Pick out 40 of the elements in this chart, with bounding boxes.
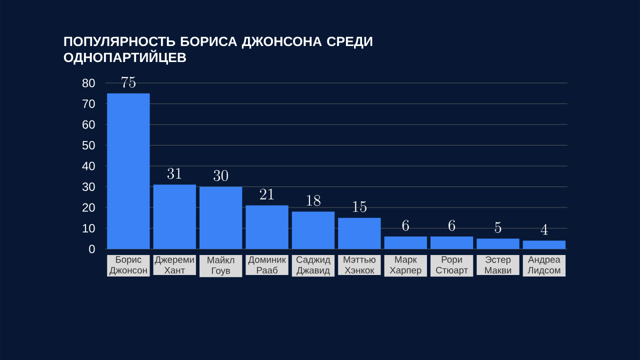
data-label: 31	[167, 168, 182, 179]
bar	[522, 240, 566, 249]
bar	[384, 236, 427, 249]
bar	[338, 218, 381, 249]
data-label: 6	[448, 220, 456, 231]
x-tick-label: Саджид Джавид	[296, 256, 330, 276]
data-label: 6	[402, 220, 409, 231]
bar	[246, 205, 288, 249]
data-label: 75	[121, 76, 136, 88]
x-tick-label: Майкл Гоув	[208, 256, 234, 276]
data-label: 15	[353, 201, 366, 212]
y-tick-label: 20	[82, 203, 95, 212]
x-tick-label: Мэттью Хэнкок	[344, 256, 376, 274]
bar	[200, 186, 242, 249]
bar	[476, 238, 520, 249]
data-label: 21	[260, 188, 274, 200]
bar	[153, 184, 196, 249]
y-tick-label: 70	[82, 99, 95, 108]
y-tick-label: 30	[82, 182, 95, 191]
data-label: 30	[214, 170, 228, 182]
x-tick-label: Борис Джонсон	[109, 256, 147, 276]
chart-title: ПОПУЛЯРНОСТЬ БОРИСА ДЖОНСОНА СРЕДИ ОДНОПАРТИЙЦЕВ	[64, 36, 372, 65]
y-tick-label: 50	[82, 140, 95, 150]
bar	[107, 93, 150, 249]
x-tick-label: Доминик Рааб	[248, 256, 286, 274]
bar	[430, 236, 474, 249]
data-label: 5	[494, 222, 502, 233]
y-tick-label: 80	[82, 78, 95, 88]
x-tick-label: Андреа Лидсом	[528, 256, 560, 276]
data-label: 18	[306, 194, 320, 206]
y-tick-label: 60	[82, 120, 95, 129]
y-tick-label: 40	[82, 162, 95, 170]
x-tick-label: Джереми Хант	[154, 256, 194, 274]
y-tick-label: 10	[82, 224, 95, 232]
x-tick-label: Марк Харпер	[390, 256, 422, 276]
x-tick-label: Рори Стюарт	[436, 256, 468, 276]
bar	[292, 212, 335, 249]
y-tick-label: 0	[89, 244, 95, 254]
data-label: 4	[540, 224, 548, 235]
x-tick-label: Эстер Макви	[485, 256, 512, 274]
